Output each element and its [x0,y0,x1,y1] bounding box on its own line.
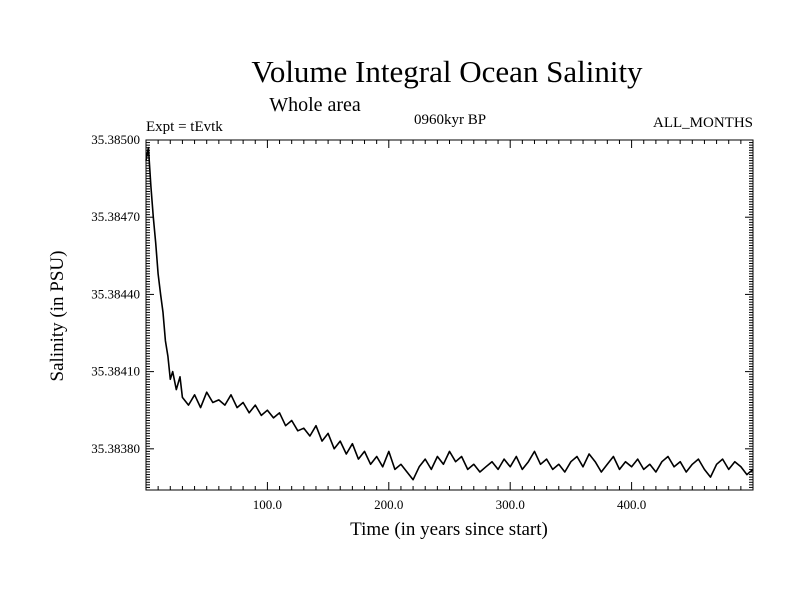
y-axis-label: Salinity (in PSU) [47,251,68,382]
x-tick-label: 400.0 [617,497,646,512]
y-tick-label: 35.38440 [91,286,140,301]
x-tick-label: 300.0 [496,497,525,512]
x-tick-label: 100.0 [253,497,282,512]
months-label: ALL_MONTHS [653,115,753,131]
y-tick-label: 35.38500 [91,132,140,147]
plot-frame [145,139,754,491]
x-axis: 100.0 200.0 300.0 400.0 [157,140,742,512]
chart-subtitle: Whole area [269,94,361,116]
x-tick-label: 200.0 [374,497,403,512]
y-axis: 35.38380 35.38410 35.38440 35.38470 35.38500 [91,132,753,488]
y-tick-label: 35.38410 [91,364,140,379]
y-tick-label: 35.38380 [91,441,140,456]
y-tick-label: 35.38470 [91,209,140,224]
period-label: 0960kyr BP [414,112,486,128]
experiment-label: Expt = tEvtk [146,119,223,135]
salinity-series-line [145,146,754,481]
x-axis-label: Time (in years since start) [350,519,548,540]
chart-title: Volume Integral Ocean Salinity [251,54,643,89]
